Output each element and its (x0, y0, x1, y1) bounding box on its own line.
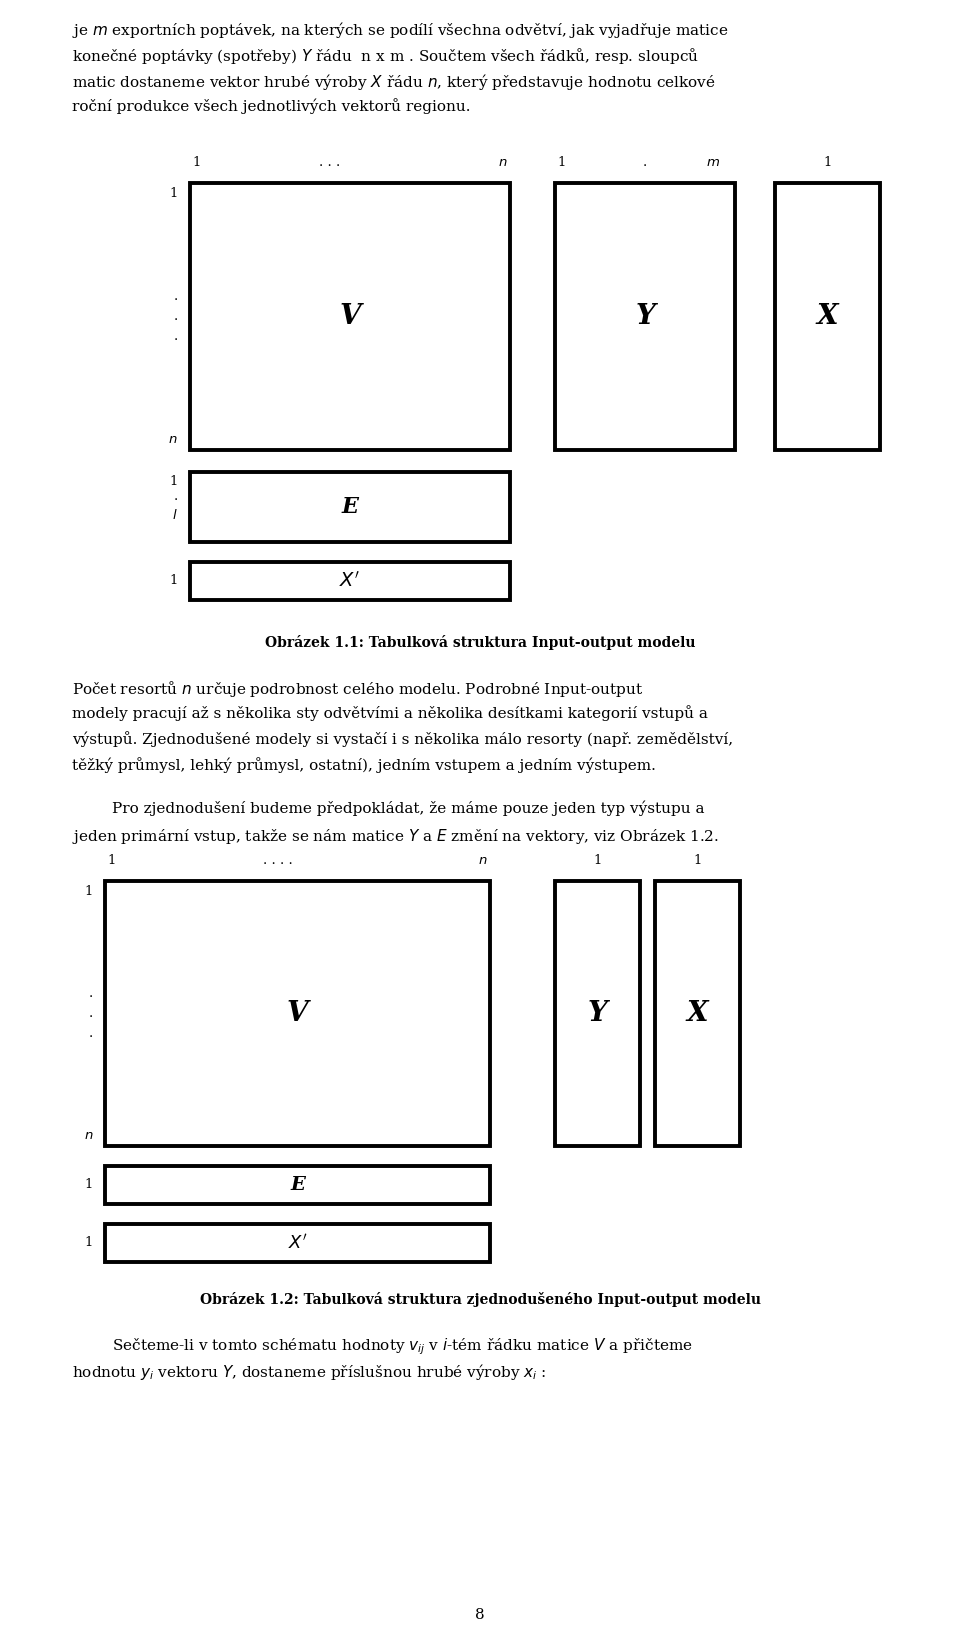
Text: $X'$: $X'$ (288, 1234, 307, 1252)
Text: .: . (88, 987, 93, 1000)
Text: 1: 1 (84, 884, 93, 898)
Text: Obrázek 1.2: Tabulková struktura zjednodušeného Input-output modelu: Obrázek 1.2: Tabulková struktura zjednod… (200, 1291, 760, 1308)
Text: .: . (88, 1028, 93, 1039)
Text: roční produkce všech jednotlivých vektorů regionu.: roční produkce všech jednotlivých vektor… (72, 99, 470, 114)
Text: Pro zjednodušení budeme předpokládat, že máme pouze jeden typ výstupu a: Pro zjednodušení budeme předpokládat, že… (112, 800, 705, 817)
Text: Sečteme-li v tomto schématu hodnoty $v_{ij}$ v $i$-tém řádku matice $V$ a přičte: Sečteme-li v tomto schématu hodnoty $v_{… (112, 1336, 693, 1357)
Text: 1: 1 (107, 855, 115, 866)
Text: 1: 1 (192, 156, 201, 170)
Bar (555, 881, 640, 1146)
Text: $n$: $n$ (169, 433, 178, 446)
Text: Y: Y (636, 303, 655, 329)
Text: 1: 1 (693, 855, 702, 866)
Text: hodnotu $y_i$ vektoru $Y$, dostaneme příslušnou hrubé výroby $x_i$ :: hodnotu $y_i$ vektoru $Y$, dostaneme pří… (72, 1362, 546, 1382)
Text: 1: 1 (84, 1237, 93, 1250)
Text: .: . (174, 310, 178, 323)
Bar (775, 183, 880, 450)
Bar (655, 881, 740, 1146)
Bar (190, 562, 510, 600)
Text: Y: Y (588, 1000, 608, 1028)
Text: $n$: $n$ (478, 855, 488, 866)
Text: 8: 8 (475, 1607, 485, 1622)
Text: $n$: $n$ (498, 156, 508, 170)
Text: $l$: $l$ (173, 507, 178, 522)
Text: 1: 1 (170, 474, 178, 488)
Text: výstupů. Zjednodušené modely si vystačí i s několika málo resorty (např. zeměděl: výstupů. Zjednodušené modely si vystačí … (72, 731, 733, 746)
Text: .: . (174, 491, 178, 504)
Text: 1: 1 (170, 188, 178, 199)
Text: X: X (817, 303, 838, 329)
Text: těžký průmysl, lehký průmysl, ostatní), jedním vstupem a jedním výstupem.: těžký průmysl, lehký průmysl, ostatní), … (72, 758, 656, 772)
Bar (105, 1224, 490, 1262)
Text: Obrázek 1.1: Tabulková struktura Input-output modelu: Obrázek 1.1: Tabulková struktura Input-o… (265, 636, 695, 651)
Text: V: V (287, 1000, 308, 1028)
Bar (105, 881, 490, 1146)
Text: konečné poptávky (spotřeby) $Y$ řádu  n x m . Součtem všech řádků, resp. sloupců: konečné poptávky (spotřeby) $Y$ řádu n x… (72, 46, 699, 66)
Text: $n$: $n$ (84, 1128, 93, 1141)
Text: 1: 1 (557, 156, 565, 170)
Text: 1: 1 (593, 855, 602, 866)
Text: $X'$: $X'$ (340, 572, 361, 591)
Text: 1: 1 (824, 156, 831, 170)
Bar (555, 183, 735, 450)
Text: Počet resortů $n$ určuje podrobnost celého modelu. Podrobné Input-output: Počet resortů $n$ určuje podrobnost celé… (72, 679, 643, 698)
Text: E: E (342, 496, 358, 519)
Text: .: . (643, 156, 647, 170)
Text: je $m$ exportních poptávek, na kterých se podílí všechna odvětví, jak vyjadřuje : je $m$ exportních poptávek, na kterých s… (72, 20, 729, 40)
Text: 1: 1 (170, 575, 178, 588)
Bar (105, 1166, 490, 1204)
Text: X: X (686, 1000, 708, 1028)
Text: .: . (174, 329, 178, 343)
Text: E: E (290, 1176, 305, 1194)
Text: jeden primární vstup, takže se nám matice $Y$ a $E$ změní na vektory, viz Obráze: jeden primární vstup, takže se nám matic… (72, 827, 719, 847)
Text: matic dostaneme vektor hrubé výroby $X$ řádu $n$, který představuje hodnotu celk: matic dostaneme vektor hrubé výroby $X$ … (72, 72, 716, 92)
Text: .: . (88, 1006, 93, 1019)
Text: $m$: $m$ (706, 156, 720, 170)
Text: . . . .: . . . . (263, 855, 293, 866)
Text: V: V (339, 303, 361, 329)
Bar (190, 473, 510, 542)
Text: . . .: . . . (320, 156, 341, 170)
Text: .: . (174, 290, 178, 303)
Text: modely pracují až s několika sty odvětvími a několika desítkami kategorií vstupů: modely pracují až s několika sty odvětví… (72, 705, 708, 721)
Bar (190, 183, 510, 450)
Text: 1: 1 (84, 1179, 93, 1191)
